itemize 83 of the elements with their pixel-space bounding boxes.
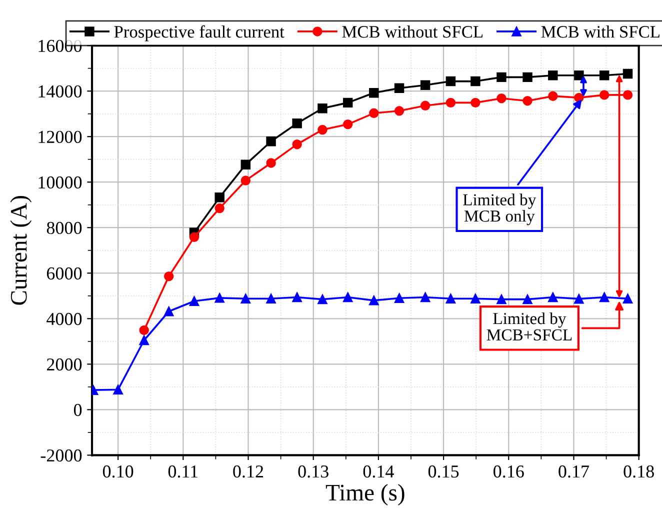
point [292, 118, 302, 128]
point [548, 292, 558, 302]
point [599, 70, 610, 80]
point [574, 294, 584, 304]
point [369, 108, 379, 118]
point [139, 325, 149, 336]
x-tick-label: 0.14 [363, 465, 394, 478]
y-tick-label: 4000 [46, 312, 82, 326]
point [522, 294, 532, 304]
point [622, 68, 633, 79]
point [394, 293, 404, 304]
point [420, 292, 430, 302]
y-tick-label: 16000 [38, 40, 82, 52]
point [446, 98, 456, 108]
point [496, 294, 506, 304]
point [420, 80, 430, 90]
x-tick-label: 0.10 [102, 465, 134, 478]
x-tick-label: 0.15 [428, 465, 459, 478]
y-axis-title: Current (A) [10, 196, 32, 305]
point [522, 96, 532, 106]
point [394, 83, 404, 93]
annotation: Limited by MCB only [463, 194, 536, 226]
x-tick-label: 0.16 [494, 465, 524, 478]
point [622, 294, 633, 304]
point [164, 271, 174, 282]
point [240, 160, 251, 170]
point [622, 90, 633, 100]
point [214, 203, 224, 214]
x-tick-label: 0.12 [233, 465, 264, 478]
y-tick-label: 2000 [46, 358, 82, 371]
point [240, 176, 251, 186]
point [420, 100, 430, 111]
point [446, 76, 456, 86]
point [113, 384, 123, 394]
point [214, 192, 224, 202]
point [266, 294, 276, 304]
point [292, 139, 302, 150]
point [599, 292, 610, 302]
annotation: Limited by MCB+SFCL [486, 312, 572, 341]
point [470, 294, 480, 304]
point [342, 98, 353, 108]
x-tick-label: 0.11 [168, 465, 198, 478]
legend-label: MCB without SFCL [342, 25, 483, 38]
point [496, 72, 506, 82]
point [369, 296, 379, 306]
point [470, 98, 480, 108]
point [214, 293, 224, 303]
point [292, 292, 302, 302]
y-tick-label: 10000 [38, 176, 82, 189]
point [318, 294, 328, 304]
point [369, 88, 379, 98]
point [318, 124, 328, 135]
x-tick-label: 0.13 [298, 465, 328, 478]
y-tick-label: 6000 [46, 267, 82, 280]
point [139, 335, 149, 346]
point [342, 119, 353, 130]
point [318, 104, 328, 114]
point [189, 232, 200, 242]
y-tick-label: 14000 [38, 85, 82, 98]
legend-label: Prospective fault current [114, 25, 284, 42]
point [470, 76, 480, 86]
point [266, 136, 276, 146]
point [394, 106, 404, 116]
y-tick-label: 8000 [46, 222, 82, 234]
x-tick-label: 0.18 [624, 465, 654, 478]
x-tick-label: 0.17 [558, 465, 590, 478]
point [240, 294, 251, 304]
y-tick-label: 0 [74, 404, 82, 416]
legend-label: MCB with SFCL [541, 25, 660, 38]
point [522, 72, 532, 82]
y-tick-label: -2000 [40, 449, 82, 462]
point [446, 294, 456, 304]
point [189, 296, 200, 306]
point [548, 91, 558, 101]
point [574, 70, 584, 80]
y-tick-label: 12000 [38, 130, 82, 144]
point [266, 158, 276, 168]
point [496, 94, 506, 104]
point [164, 306, 174, 316]
point [599, 90, 610, 100]
point [342, 292, 353, 302]
x-axis-title: Time (s) [326, 484, 404, 506]
point [548, 70, 558, 80]
